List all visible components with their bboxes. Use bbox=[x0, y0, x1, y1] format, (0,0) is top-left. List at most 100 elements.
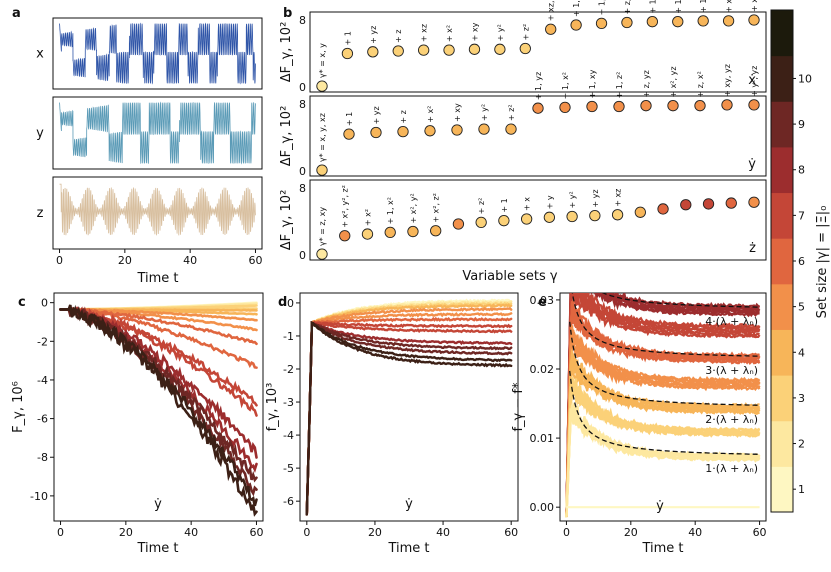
panel-b-point bbox=[646, 16, 659, 28]
panel-e-xtick-label: 40 bbox=[688, 526, 702, 539]
panel-b-point-label: + z, x² bbox=[696, 71, 705, 97]
panel-b-point-label: + xz bbox=[614, 189, 623, 207]
panel-d-curve bbox=[305, 321, 513, 516]
panel-e-curve bbox=[565, 293, 760, 518]
panel-b-point bbox=[370, 126, 382, 139]
variable-sets-label: Variable sets γ bbox=[462, 269, 558, 284]
panel-d-ytick-label: -2 bbox=[283, 363, 294, 376]
panel-b-ylabel: ΔF_γ, 10² bbox=[279, 106, 294, 167]
panel-b-point-label: + y bbox=[545, 195, 554, 209]
panel-b: 8 0 ΔF_γ, 10² ẋ γ* = x, y + 1 + yz + z + xz + x² +… bbox=[279, 0, 767, 262]
panel-e-xtick-label: 20 bbox=[624, 526, 638, 539]
panel-d-ytick-label: 0 bbox=[287, 297, 294, 310]
panel-b-point bbox=[543, 211, 556, 223]
panel-b-ylabel: ΔF_γ, 10² bbox=[279, 190, 294, 251]
panel-b-point bbox=[532, 102, 544, 114]
colorbar-tick-label: 10 bbox=[798, 72, 812, 85]
panel-b-point-label: + xy, yz bbox=[723, 64, 732, 97]
panel-b-point-label: + x² bbox=[426, 106, 435, 123]
colorbar-swatch bbox=[771, 10, 793, 57]
colorbar-swatch bbox=[771, 420, 793, 467]
panel-c: 0 20 40 60 0 -2 -4 -6 -8 -10 F_γ, 10⁶ Time t ẏ bbox=[11, 292, 264, 556]
panel-b-point bbox=[570, 19, 582, 31]
colorbar: 1 2 3 4 5 6 7 8 9 10 Set size |γ| = |Ξ|₀ bbox=[770, 9, 830, 513]
panel-c-ytick-label: -10 bbox=[30, 490, 48, 503]
panel-b-point bbox=[748, 14, 760, 26]
panel-b-point bbox=[478, 123, 490, 135]
panel-b-point bbox=[640, 100, 652, 112]
panel-b-point-label: + xy, yz bbox=[750, 0, 759, 12]
panel-b-ytick-label: 8 bbox=[299, 14, 306, 27]
panel-b-point-label: + 1, xz bbox=[598, 0, 607, 15]
panel-letter-d: d bbox=[278, 295, 287, 310]
panel-b-point-label: + 1, z² bbox=[615, 72, 624, 99]
panel-c-xlabel: Time t bbox=[136, 541, 178, 556]
panel-b-point bbox=[611, 209, 624, 221]
panel-d-frame bbox=[299, 292, 519, 522]
panel-b-point bbox=[595, 17, 608, 30]
panel-b-ylabel: ΔF_γ, 10² bbox=[279, 22, 294, 83]
panel-b-ytick-label: 8 bbox=[299, 98, 306, 111]
panel-e-curve bbox=[565, 293, 760, 518]
panel-b-point bbox=[566, 210, 578, 223]
panel-b-point-label: + xz bbox=[420, 24, 429, 42]
panel-a-xlabel: Time t bbox=[136, 271, 178, 286]
panel-e-curve bbox=[565, 384, 761, 518]
panel-d-xtick-label: 20 bbox=[368, 526, 382, 539]
panel-a-frame-x bbox=[52, 17, 263, 90]
panel-e-annotation: ẏ bbox=[656, 499, 664, 514]
colorbar-tick-label: 5 bbox=[798, 301, 805, 314]
panel-d-xtick-label: 40 bbox=[436, 526, 450, 539]
panel-b-point-label: + z bbox=[394, 30, 403, 43]
panel-a-xtick-label: 60 bbox=[248, 254, 262, 267]
colorbar-tick-label: 4 bbox=[798, 346, 805, 359]
panel-a-xtick-label: 20 bbox=[118, 254, 132, 267]
panel-b-point-label: + z² bbox=[477, 198, 486, 215]
panel-a-trace-y bbox=[59, 101, 256, 165]
panel-b-point bbox=[697, 15, 709, 27]
colorbar-swatch bbox=[771, 146, 793, 194]
panel-b-point-label: + x², yz bbox=[669, 66, 678, 97]
panel-b-point-label: + 1, x² bbox=[561, 72, 570, 99]
panel-e-curve bbox=[565, 300, 760, 518]
panel-b-point bbox=[680, 199, 692, 211]
panel-b-point bbox=[443, 44, 455, 56]
panel-b-point bbox=[586, 100, 598, 113]
panel-e-curve bbox=[565, 361, 760, 518]
panel-a-frame-y bbox=[52, 96, 263, 170]
panel-e-curve bbox=[565, 325, 761, 518]
panel-b-point-label: + y² bbox=[568, 191, 577, 208]
panel-b-point bbox=[339, 230, 351, 242]
panel-b-point-label: + yz bbox=[591, 189, 600, 207]
panel-b-point-label: + yz bbox=[369, 26, 378, 44]
panel-b-point-label: + x², z² bbox=[432, 193, 441, 223]
panel-b-point bbox=[721, 99, 733, 111]
panel-b-point-label: + xz, yz bbox=[547, 0, 556, 21]
panel-d-curve bbox=[305, 320, 513, 516]
panel-b-point-label: + y² bbox=[480, 104, 489, 121]
colorbar-label: Set size |γ| = |Ξ|₀ bbox=[815, 206, 830, 319]
panel-b-point-label: + yz bbox=[372, 106, 381, 124]
panel-b-frame-0 bbox=[309, 11, 767, 93]
panel-c-xtick-label: 20 bbox=[119, 526, 133, 539]
panel-c-ytick-label: -8 bbox=[37, 451, 48, 464]
panel-b-point bbox=[694, 100, 706, 112]
panel-b-point-label: + y² bbox=[496, 24, 505, 41]
panel-b-point-label: + 1, x² bbox=[386, 197, 395, 224]
panel-b-ytick-label: 0 bbox=[299, 81, 306, 94]
panel-c-ytick-label: -4 bbox=[37, 374, 48, 387]
panel-e-xtick-label: 0 bbox=[563, 526, 570, 539]
panel-e-curve bbox=[565, 293, 761, 518]
panel-b-point bbox=[613, 100, 625, 113]
panel-c-ylabel: F_γ, 10⁶ bbox=[11, 381, 26, 433]
panel-d-ytick-label: -1 bbox=[283, 330, 294, 343]
panel-b-point-label: + x², yz bbox=[725, 0, 734, 13]
colorbar-tick-label: 1 bbox=[798, 483, 805, 496]
panel-d-ytick-label: -6 bbox=[283, 495, 294, 508]
panel-b-point bbox=[392, 45, 404, 57]
panel-c-curve bbox=[59, 306, 258, 483]
colorbar-swatch bbox=[771, 55, 793, 102]
panel-c-ytick-label: -6 bbox=[37, 413, 48, 426]
panel-b-frame-2 bbox=[309, 179, 767, 261]
